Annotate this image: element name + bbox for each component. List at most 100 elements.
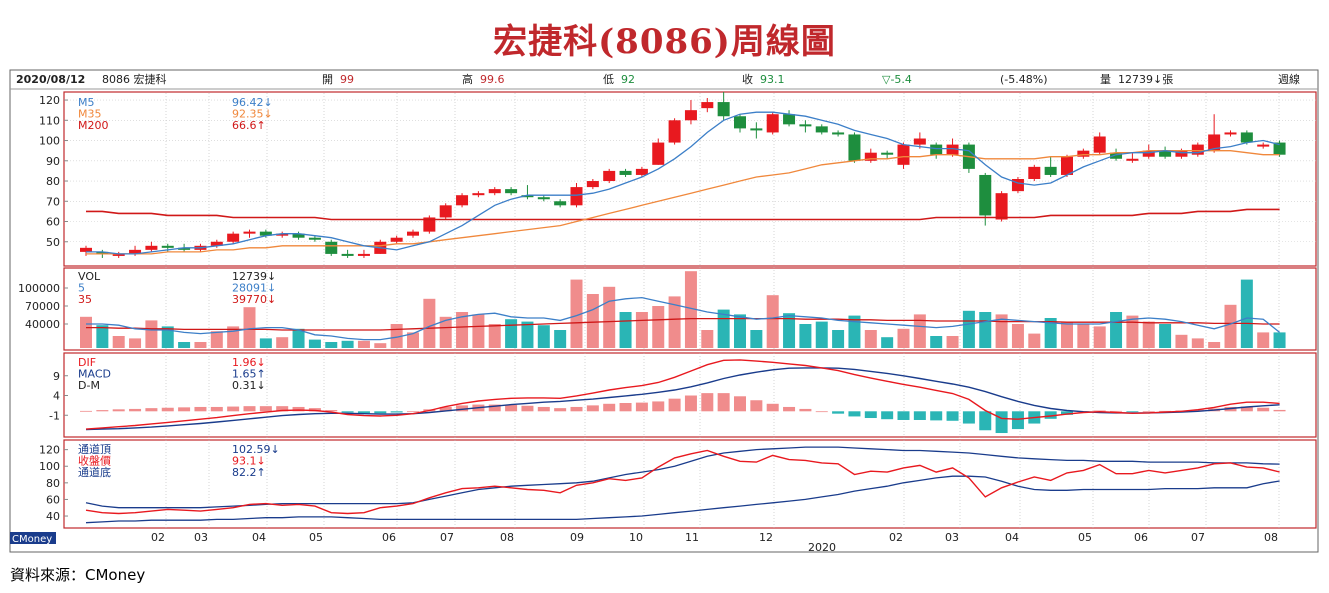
candle-body (1044, 166, 1057, 175)
volume-bar (734, 314, 746, 348)
header-volume-label: 量 (1100, 73, 1111, 86)
candle-body (995, 193, 1008, 220)
price-ytick-label: 100 (39, 135, 60, 148)
candle-body (635, 168, 648, 175)
volume-legend-value: 28091↓ (232, 282, 276, 295)
macd-osc-bar (80, 410, 92, 412)
candle-body (472, 193, 485, 196)
chart-outer-frame (9, 69, 1319, 553)
macd-osc-bar (962, 411, 975, 424)
volume-bar (603, 286, 616, 348)
header-volume: 12739↓張 (1118, 73, 1173, 86)
candle-body (325, 241, 338, 254)
x-month-label: 03 (945, 531, 959, 544)
macd-osc-bar (145, 408, 158, 412)
price-ytick-label: 50 (46, 236, 60, 249)
candle-body (210, 241, 223, 246)
x-month-label: 04 (252, 531, 266, 544)
candle-body (456, 195, 469, 206)
volume-bar (995, 314, 1008, 348)
macd-osc-bar (210, 406, 223, 412)
macd-osc-bar (864, 411, 877, 419)
candle-body (521, 195, 534, 198)
macd-osc-bar (635, 402, 648, 412)
candle-body (554, 201, 567, 206)
candle-body (129, 249, 142, 254)
volume-bar (946, 336, 959, 348)
macd-osc-bar (521, 405, 534, 412)
macd-osc-bar (815, 411, 828, 413)
macd-osc-bar (979, 411, 992, 431)
volume-bar (1044, 318, 1057, 348)
ma5-line (86, 111, 1280, 255)
candle-body (734, 116, 746, 129)
volume-legend-name: VOL (78, 270, 101, 283)
volume-bar (1273, 332, 1286, 348)
x-month-label: 06 (1134, 531, 1148, 544)
candle-body (864, 152, 877, 161)
price-ytick-label: 110 (39, 114, 60, 127)
volume-bar (635, 312, 648, 348)
volume-bar (570, 279, 583, 348)
x-month-label: 02 (889, 531, 903, 544)
price-legend-value: 96.42↓ (232, 96, 273, 109)
macd-osc-bar (586, 405, 599, 412)
x-month-label: 10 (629, 531, 643, 544)
volume-bar (1110, 312, 1123, 348)
candle-body (668, 120, 681, 143)
candle-body (913, 138, 926, 145)
macd-osc-bar (325, 410, 338, 412)
macd-osc-bar (848, 411, 861, 417)
macd-osc-bar (357, 411, 370, 414)
channel-close-line (85, 449, 1280, 515)
volume-bar (848, 315, 861, 348)
volume-bar (1061, 321, 1073, 348)
macd-osc-bar (701, 393, 714, 412)
candle-body (96, 251, 109, 254)
candle-body (848, 134, 861, 161)
macd-osc-bar (1011, 411, 1024, 430)
candle-body (505, 189, 518, 194)
header-close: 93.1 (760, 73, 785, 86)
channel-legend-name: 收盤價 (78, 454, 111, 468)
volume-bar (129, 338, 142, 348)
macd-osc-bar (178, 407, 191, 412)
macd-osc-bar (603, 403, 616, 412)
candle-body (112, 253, 125, 256)
volume-ytick-label: 100000 (18, 282, 60, 295)
macd-osc-bar (308, 408, 321, 412)
macd-osc-bar (930, 411, 943, 421)
macd-osc-bar (194, 406, 207, 412)
macd-osc-bar (1191, 409, 1204, 412)
x-month-label: 08 (1264, 531, 1278, 544)
x-month-label: 05 (309, 531, 323, 544)
volume-ytick-label: 40000 (25, 318, 60, 331)
macd-osc-bar (374, 411, 387, 414)
x-month-label: 07 (440, 531, 454, 544)
candle-body (357, 253, 370, 256)
volume-bar (832, 330, 845, 348)
volume-bar (505, 319, 518, 348)
price-panel-frame (63, 91, 1317, 267)
volume-bar (815, 321, 828, 348)
macd-osc-bar (946, 411, 959, 421)
volume-bar (1077, 324, 1090, 348)
header-stock: 8086 宏捷科 (102, 72, 167, 86)
candle-body (1061, 156, 1073, 175)
volume-bar (407, 332, 419, 348)
candle-body (1159, 150, 1172, 157)
candle-body (979, 174, 992, 216)
candle-body (390, 237, 403, 242)
candle-body (145, 245, 158, 250)
volume-bar (1011, 324, 1024, 348)
x-year-label: 2020 (808, 541, 836, 554)
macd-osc-bar (1126, 411, 1139, 413)
volume-panel-frame (63, 267, 1317, 351)
macd-osc-bar (750, 400, 763, 412)
volume-bar (1224, 304, 1237, 348)
channel-ytick-label: 80 (46, 477, 60, 490)
macd-osc-bar (1240, 406, 1253, 412)
macd-osc-bar (554, 408, 567, 412)
volume-bar (1142, 321, 1155, 348)
